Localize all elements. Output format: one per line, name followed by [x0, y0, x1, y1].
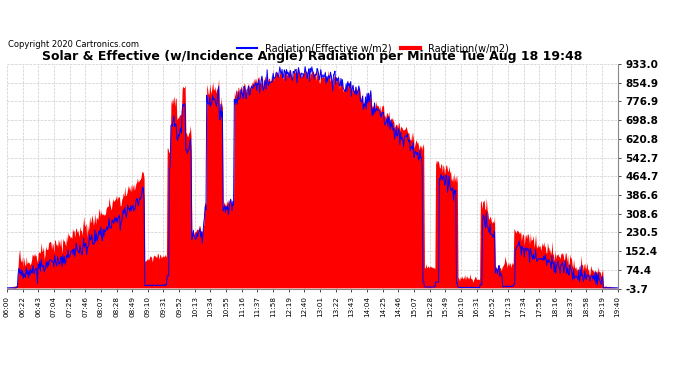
Legend: Radiation(Effective w/m2), Radiation(w/m2): Radiation(Effective w/m2), Radiation(w/m… [234, 39, 513, 57]
Title: Solar & Effective (w/Incidence Angle) Radiation per Minute Tue Aug 18 19:48: Solar & Effective (w/Incidence Angle) Ra… [42, 50, 582, 63]
Text: Copyright 2020 Cartronics.com: Copyright 2020 Cartronics.com [8, 40, 139, 49]
